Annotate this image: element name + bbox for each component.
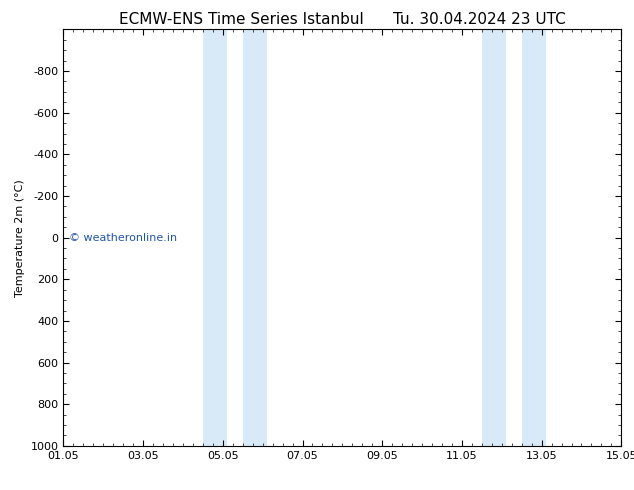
- Text: © weatheronline.in: © weatheronline.in: [69, 233, 177, 243]
- Bar: [243, 29, 267, 446]
- Bar: [522, 29, 546, 446]
- Bar: [203, 29, 227, 446]
- Y-axis label: Temperature 2m (°C): Temperature 2m (°C): [15, 179, 25, 296]
- Title: ECMW-ENS Time Series Istanbul      Tu. 30.04.2024 23 UTC: ECMW-ENS Time Series Istanbul Tu. 30.04.…: [119, 12, 566, 27]
- Bar: [482, 29, 506, 446]
